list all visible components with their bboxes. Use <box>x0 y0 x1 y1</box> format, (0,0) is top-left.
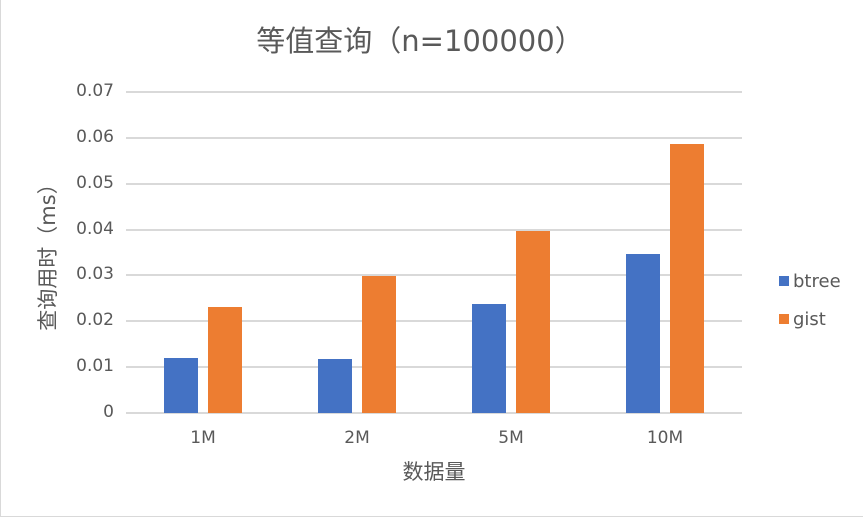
bar-gist-10M <box>670 144 704 413</box>
x-tick-label: 10M <box>646 428 684 448</box>
bar-btree-1M <box>164 357 198 413</box>
x-tick-label: 5M <box>498 428 524 448</box>
y-tick-label: 0.05 <box>76 172 114 193</box>
bar-btree-10M <box>626 254 660 413</box>
gridline <box>126 228 742 231</box>
y-tick-label: 0 <box>103 402 114 422</box>
bar-gist-2M <box>362 275 396 413</box>
plot-area <box>126 91 742 414</box>
bar-gist-5M <box>516 230 550 413</box>
legend-label: gist <box>793 308 826 330</box>
legend-item-btree: btree <box>779 262 841 300</box>
x-tick-label: 2M <box>344 428 370 448</box>
y-tick-label: 0.06 <box>76 126 114 147</box>
x-axis-label: 数据量 <box>402 460 466 484</box>
y-tick-label: 0.03 <box>76 264 114 285</box>
gridline <box>126 320 742 323</box>
gridline <box>126 274 742 277</box>
x-tick-label: 1M <box>190 428 216 448</box>
gridline <box>126 412 742 414</box>
gridline <box>126 366 742 369</box>
gridline <box>126 136 742 139</box>
gridline <box>126 182 742 185</box>
gridline <box>126 91 742 93</box>
y-tick-label: 0.04 <box>76 218 114 239</box>
bar-btree-5M <box>472 304 506 413</box>
y-tick-label: 0.07 <box>76 81 114 101</box>
legend-label: btree <box>793 270 841 292</box>
legend-swatch-icon <box>779 314 789 324</box>
y-tick-label: 0.01 <box>76 356 114 377</box>
y-axis-label: 查询用时（ms） <box>36 173 60 331</box>
bar-btree-2M <box>318 358 352 413</box>
chart-title: 等值查询（n=100000） <box>256 24 584 58</box>
bar-gist-1M <box>208 307 242 413</box>
legend-item-gist: gist <box>779 300 841 338</box>
legend: btree gist <box>779 262 841 338</box>
y-tick-label: 0.02 <box>76 310 114 331</box>
legend-swatch-icon <box>779 276 789 286</box>
